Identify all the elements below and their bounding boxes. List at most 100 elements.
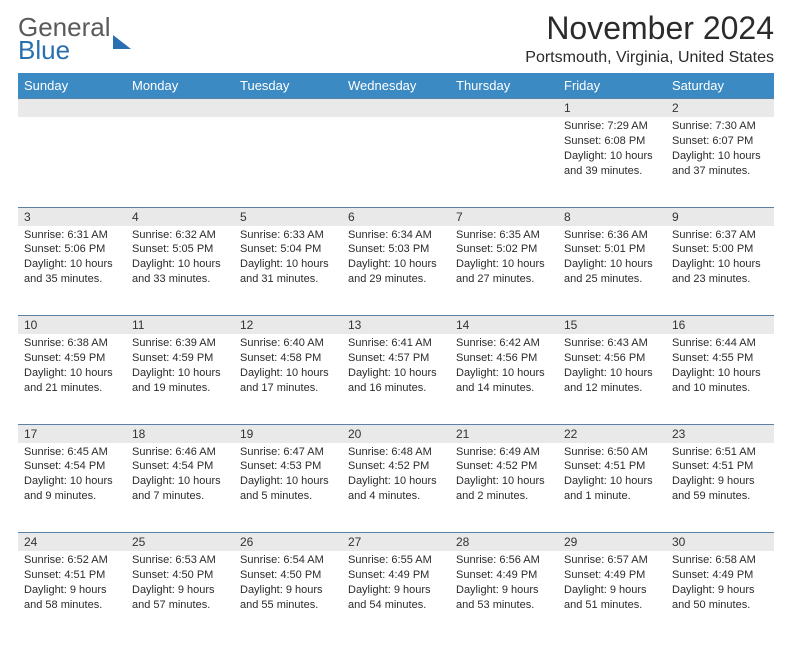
sunrise-text: Sunrise: 6:41 AM [348,336,444,351]
daylight-text: Daylight: 10 hours and 21 minutes. [24,366,120,396]
day-cell: Sunrise: 6:44 AMSunset: 4:55 PMDaylight:… [666,334,774,424]
sunset-text: Sunset: 5:00 PM [672,242,768,257]
day-number-cell: 28 [450,533,558,552]
day-cell: Sunrise: 6:35 AMSunset: 5:02 PMDaylight:… [450,226,558,316]
day-cell-body [450,117,558,125]
day-cell: Sunrise: 6:31 AMSunset: 5:06 PMDaylight:… [18,226,126,316]
day-number-cell: 6 [342,207,450,226]
sunset-text: Sunset: 4:56 PM [564,351,660,366]
day-number-cell: 20 [342,424,450,443]
day-number-cell: 12 [234,316,342,335]
sunrise-text: Sunrise: 6:53 AM [132,553,228,568]
day-number-cell: 13 [342,316,450,335]
day-cell: Sunrise: 6:51 AMSunset: 4:51 PMDaylight:… [666,443,774,533]
page-header: General Blue November 2024 Portsmouth, V… [18,10,774,67]
day-number-cell: 17 [18,424,126,443]
daylight-text: Daylight: 10 hours and 4 minutes. [348,474,444,504]
sunrise-text: Sunrise: 6:42 AM [456,336,552,351]
sunset-text: Sunset: 4:56 PM [456,351,552,366]
sunset-text: Sunset: 4:50 PM [240,568,336,583]
day-cell-body: Sunrise: 6:56 AMSunset: 4:49 PMDaylight:… [450,551,558,618]
day-number-cell: 8 [558,207,666,226]
day-cell-body: Sunrise: 6:35 AMSunset: 5:02 PMDaylight:… [450,226,558,293]
day-cell-body: Sunrise: 6:46 AMSunset: 4:54 PMDaylight:… [126,443,234,510]
weekday-header: Thursday [450,73,558,99]
location-subtitle: Portsmouth, Virginia, United States [525,49,774,67]
sunrise-text: Sunrise: 6:54 AM [240,553,336,568]
sunrise-text: Sunrise: 6:32 AM [132,228,228,243]
sunset-text: Sunset: 4:59 PM [24,351,120,366]
day-cell-body: Sunrise: 6:45 AMSunset: 4:54 PMDaylight:… [18,443,126,510]
sunrise-text: Sunrise: 6:40 AM [240,336,336,351]
day-cell: Sunrise: 7:30 AMSunset: 6:07 PMDaylight:… [666,117,774,207]
sunset-text: Sunset: 4:51 PM [564,459,660,474]
sunrise-text: Sunrise: 6:57 AM [564,553,660,568]
day-body-row: Sunrise: 7:29 AMSunset: 6:08 PMDaylight:… [18,117,774,207]
day-cell: Sunrise: 6:52 AMSunset: 4:51 PMDaylight:… [18,551,126,641]
day-cell-body [18,117,126,125]
sunset-text: Sunset: 4:58 PM [240,351,336,366]
daylight-text: Daylight: 10 hours and 25 minutes. [564,257,660,287]
sunrise-text: Sunrise: 6:49 AM [456,445,552,460]
day-cell: Sunrise: 6:46 AMSunset: 4:54 PMDaylight:… [126,443,234,533]
sunrise-text: Sunrise: 6:51 AM [672,445,768,460]
day-cell-body: Sunrise: 6:40 AMSunset: 4:58 PMDaylight:… [234,334,342,401]
day-number-cell: 19 [234,424,342,443]
sunset-text: Sunset: 4:54 PM [24,459,120,474]
day-number-cell: 1 [558,99,666,118]
day-number-cell: 24 [18,533,126,552]
day-number-cell: 2 [666,99,774,118]
day-number-cell [450,99,558,118]
day-body-row: Sunrise: 6:45 AMSunset: 4:54 PMDaylight:… [18,443,774,533]
daylight-text: Daylight: 10 hours and 19 minutes. [132,366,228,396]
day-number-cell: 26 [234,533,342,552]
calendar-header-row: Sunday Monday Tuesday Wednesday Thursday… [18,73,774,99]
day-cell-body: Sunrise: 6:49 AMSunset: 4:52 PMDaylight:… [450,443,558,510]
month-title: November 2024 [525,10,774,47]
day-cell: Sunrise: 6:48 AMSunset: 4:52 PMDaylight:… [342,443,450,533]
day-cell: Sunrise: 6:34 AMSunset: 5:03 PMDaylight:… [342,226,450,316]
day-number-cell: 25 [126,533,234,552]
daylight-text: Daylight: 10 hours and 37 minutes. [672,149,768,179]
daylight-text: Daylight: 10 hours and 29 minutes. [348,257,444,287]
sunset-text: Sunset: 5:06 PM [24,242,120,257]
day-cell: Sunrise: 6:41 AMSunset: 4:57 PMDaylight:… [342,334,450,424]
brand-logo: General Blue [18,10,131,63]
sunrise-text: Sunrise: 6:37 AM [672,228,768,243]
day-number-row: 10111213141516 [18,316,774,335]
day-body-row: Sunrise: 6:38 AMSunset: 4:59 PMDaylight:… [18,334,774,424]
day-number-cell: 11 [126,316,234,335]
day-cell-body: Sunrise: 6:42 AMSunset: 4:56 PMDaylight:… [450,334,558,401]
sunrise-text: Sunrise: 7:29 AM [564,119,660,134]
day-cell-body: Sunrise: 6:53 AMSunset: 4:50 PMDaylight:… [126,551,234,618]
day-cell: Sunrise: 6:53 AMSunset: 4:50 PMDaylight:… [126,551,234,641]
day-cell [342,117,450,207]
day-number-cell: 22 [558,424,666,443]
day-number-cell: 4 [126,207,234,226]
daylight-text: Daylight: 9 hours and 58 minutes. [24,583,120,613]
sunrise-text: Sunrise: 6:46 AM [132,445,228,460]
daylight-text: Daylight: 9 hours and 54 minutes. [348,583,444,613]
weekday-header: Monday [126,73,234,99]
day-cell: Sunrise: 6:36 AMSunset: 5:01 PMDaylight:… [558,226,666,316]
weekday-header: Tuesday [234,73,342,99]
day-cell-body: Sunrise: 6:36 AMSunset: 5:01 PMDaylight:… [558,226,666,293]
day-cell-body: Sunrise: 6:31 AMSunset: 5:06 PMDaylight:… [18,226,126,293]
day-cell: Sunrise: 6:56 AMSunset: 4:49 PMDaylight:… [450,551,558,641]
sunset-text: Sunset: 4:49 PM [348,568,444,583]
sunrise-text: Sunrise: 6:48 AM [348,445,444,460]
day-cell: Sunrise: 6:37 AMSunset: 5:00 PMDaylight:… [666,226,774,316]
day-cell-body: Sunrise: 6:33 AMSunset: 5:04 PMDaylight:… [234,226,342,293]
day-cell: Sunrise: 7:29 AMSunset: 6:08 PMDaylight:… [558,117,666,207]
day-number-cell: 14 [450,316,558,335]
daylight-text: Daylight: 9 hours and 50 minutes. [672,583,768,613]
sunset-text: Sunset: 4:49 PM [564,568,660,583]
day-number-cell: 27 [342,533,450,552]
daylight-text: Daylight: 10 hours and 7 minutes. [132,474,228,504]
sunset-text: Sunset: 4:51 PM [24,568,120,583]
sunset-text: Sunset: 4:54 PM [132,459,228,474]
sunset-text: Sunset: 4:49 PM [456,568,552,583]
daylight-text: Daylight: 10 hours and 14 minutes. [456,366,552,396]
day-cell-body: Sunrise: 6:52 AMSunset: 4:51 PMDaylight:… [18,551,126,618]
logo-triangle-icon [113,35,131,49]
